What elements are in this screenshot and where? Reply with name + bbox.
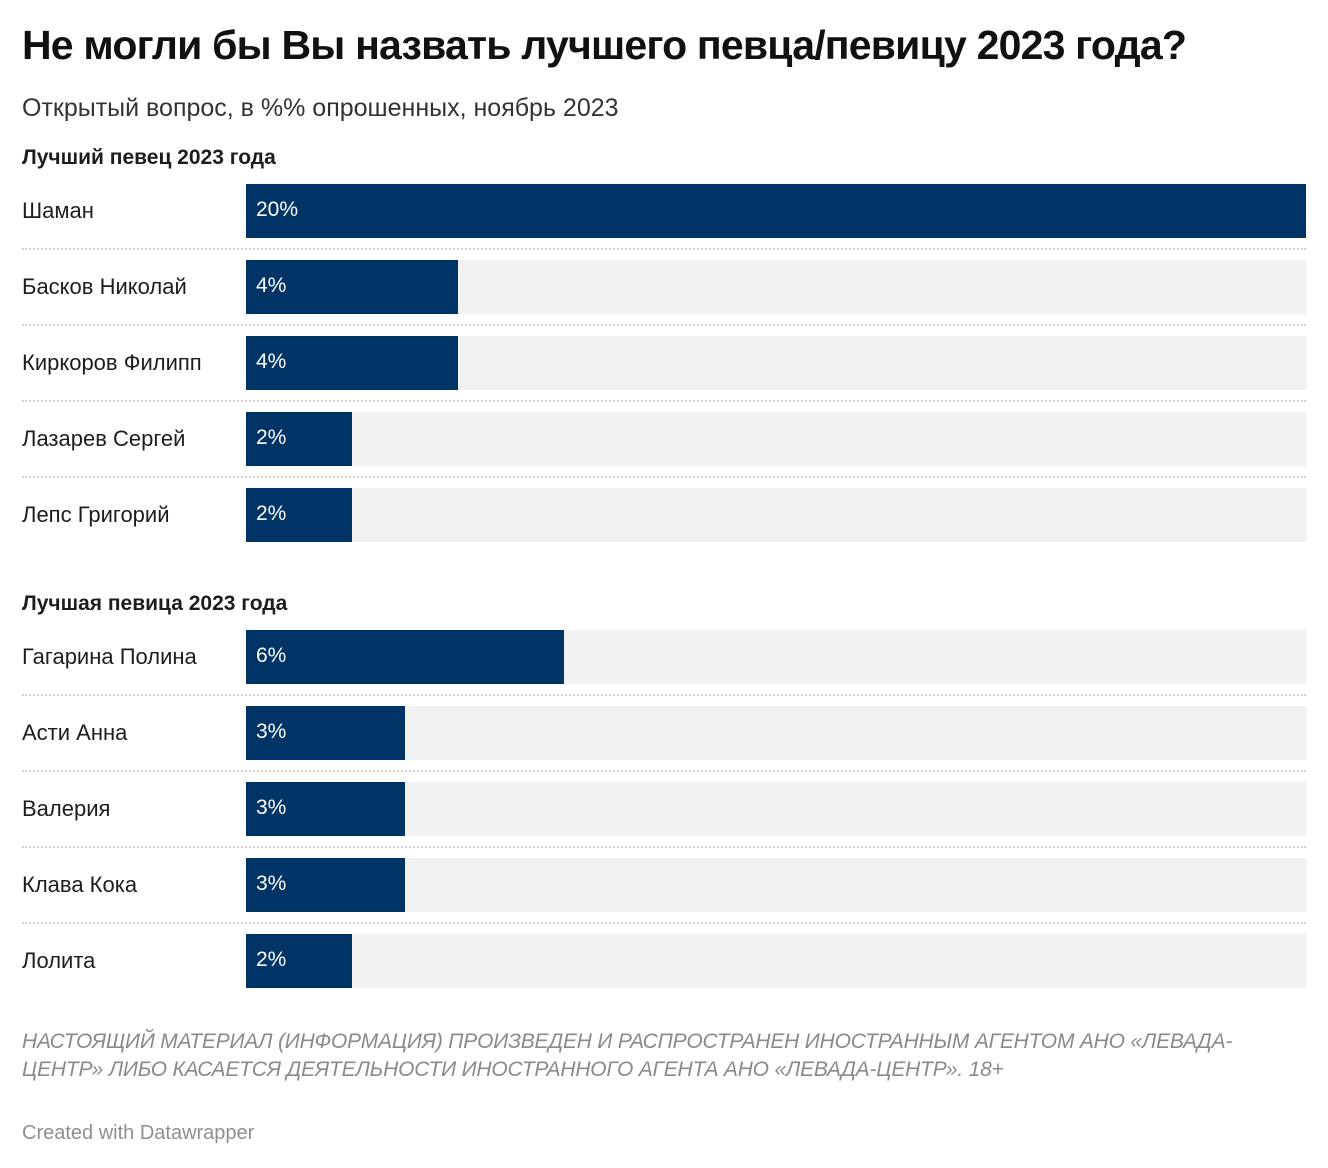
bar-row: Клава Кока 3% <box>0 858 1328 912</box>
value-label: 3% <box>256 796 287 819</box>
bar-row: Лазарев Сергей 2% <box>0 412 1328 466</box>
value-label: 6% <box>256 644 287 667</box>
bar-track: 3% <box>246 858 1306 912</box>
value-label: 20% <box>256 198 299 221</box>
bar <box>246 706 405 760</box>
category-label: Гагарина Полина <box>22 644 197 669</box>
category-label: Асти Анна <box>22 720 128 745</box>
category-label: Валерия <box>22 796 111 821</box>
bar-row: Асти Анна 3% <box>0 706 1328 760</box>
chart-subtitle: Открытый вопрос, в %% опрошенных, ноябрь… <box>22 94 619 122</box>
bar-track: 3% <box>246 706 1306 760</box>
datawrapper-credit: Created with Datawrapper <box>22 1122 255 1144</box>
bar-row: Шаман 20% <box>0 184 1328 238</box>
bar-track: 3% <box>246 782 1306 836</box>
value-label: 2% <box>256 948 287 971</box>
foreign-agent-disclaimer: НАСТОЯЩИЙ МАТЕРИАЛ (ИНФОРМАЦИЯ) ПРОИЗВЕД… <box>22 1030 1233 1081</box>
bar <box>246 934 352 988</box>
category-label: Киркоров Филипп <box>22 350 202 375</box>
bar <box>246 858 405 912</box>
bar-track: 6% <box>246 630 1306 684</box>
value-label: 4% <box>256 274 287 297</box>
category-label: Шаман <box>22 198 94 223</box>
bar <box>246 630 564 684</box>
bar-track: 4% <box>246 260 1306 314</box>
bar <box>246 184 1306 238</box>
bar-track: 20% <box>246 184 1306 238</box>
bar-row: Басков Николай 4% <box>0 260 1328 314</box>
row-separator <box>22 476 1306 478</box>
bar-row: Лолита 2% <box>0 934 1328 988</box>
value-label: 3% <box>256 720 287 743</box>
row-separator <box>22 324 1306 326</box>
category-label: Лепс Григорий <box>22 502 170 527</box>
row-separator <box>22 248 1306 250</box>
category-label: Клава Кока <box>22 872 138 897</box>
group-title: Лучший певец 2023 года <box>22 146 276 169</box>
value-label: 3% <box>256 872 287 895</box>
bar-row: Киркоров Филипп 4% <box>0 336 1328 390</box>
row-separator <box>22 922 1306 924</box>
row-separator <box>22 770 1306 772</box>
chart-title: Не могли бы Вы назвать лучшего певца/пев… <box>22 22 1187 68</box>
bar-track: 4% <box>246 336 1306 390</box>
category-label: Басков Николай <box>22 274 187 299</box>
category-label: Лазарев Сергей <box>22 426 186 451</box>
group-title: Лучшая певица 2023 года <box>22 592 288 615</box>
bar-row: Гагарина Полина 6% <box>0 630 1328 684</box>
row-separator <box>22 400 1306 402</box>
bar-row: Лепс Григорий 2% <box>0 488 1328 542</box>
value-label: 2% <box>256 426 287 449</box>
row-separator <box>22 694 1306 696</box>
bar <box>246 336 458 390</box>
bar-track: 2% <box>246 412 1306 466</box>
category-label: Лолита <box>22 948 96 973</box>
bar-track: 2% <box>246 934 1306 988</box>
bar <box>246 488 352 542</box>
bar-row: Валерия 3% <box>0 782 1328 836</box>
value-label: 2% <box>256 502 287 525</box>
bar <box>246 412 352 466</box>
value-label: 4% <box>256 350 287 373</box>
bar <box>246 260 458 314</box>
bar <box>246 782 405 836</box>
row-separator <box>22 846 1306 848</box>
bar-track: 2% <box>246 488 1306 542</box>
